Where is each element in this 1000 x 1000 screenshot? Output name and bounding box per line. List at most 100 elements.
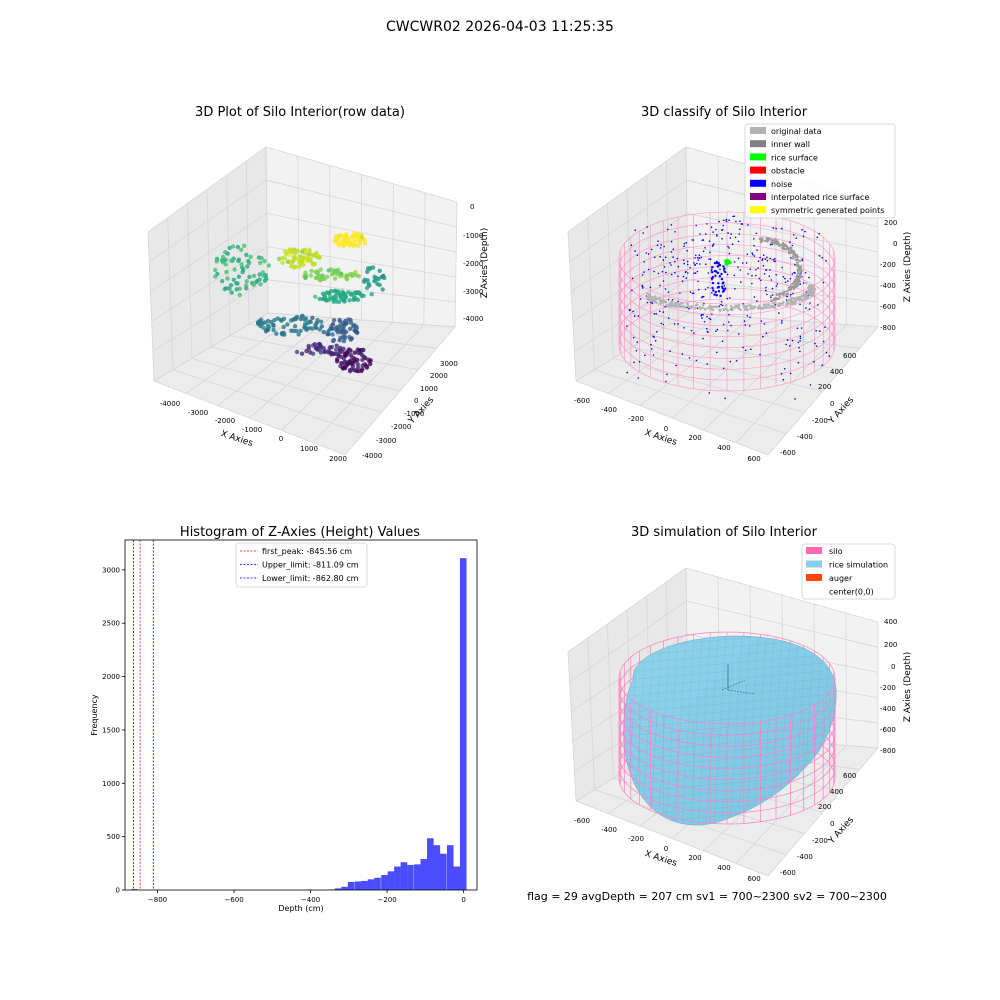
noise-point (664, 288, 667, 290)
original-data-point (646, 292, 649, 295)
noise-point (712, 289, 715, 292)
raw-data-point (290, 259, 295, 264)
histogram-bar (334, 888, 342, 890)
raw-data-point (336, 243, 342, 248)
raw-data-point (357, 291, 362, 296)
raw-data-point (260, 270, 266, 275)
noise-point (741, 262, 744, 264)
raw-data-point (321, 346, 326, 351)
noise-point (691, 239, 693, 241)
original-data-point (734, 304, 738, 308)
noise-point (748, 325, 751, 327)
raw-point-cloud (213, 231, 387, 374)
original-data-point (742, 304, 745, 307)
grid-line (587, 217, 596, 370)
raw-data-point (350, 361, 355, 366)
raw-data-point (315, 318, 320, 323)
simulation-y-ticks: -600 -400 -200 0 200 400 600 (780, 772, 856, 877)
noise-point (697, 280, 699, 283)
noise-point (799, 337, 802, 340)
noise-point (711, 313, 713, 315)
noise-point (784, 277, 786, 280)
original-data-point (751, 307, 755, 310)
noise-point (824, 326, 826, 329)
raw-data-point (303, 270, 308, 275)
rice-mesh-line (625, 749, 837, 769)
original-data-point (758, 237, 761, 240)
classify-legend: original data inner wall rice surface obsta… (744, 123, 896, 219)
noise-point (721, 287, 724, 290)
noise-point (804, 230, 806, 233)
noise-point (721, 340, 724, 343)
rice-mesh-line (729, 636, 743, 826)
noise-point (670, 240, 673, 243)
noise-point (721, 237, 723, 240)
noise-point (654, 340, 657, 342)
noise-point (801, 228, 803, 231)
raw-data-point (334, 347, 339, 352)
original-data-point (797, 266, 801, 269)
rice-simulation-surface (623, 635, 837, 826)
noise-point (822, 340, 825, 343)
noise-point (637, 377, 640, 379)
noise-point (746, 253, 749, 256)
classify-legend-label: original data (771, 127, 822, 136)
noise-point (801, 259, 804, 262)
raw-data-point (345, 239, 350, 245)
noise-point (709, 318, 712, 321)
histogram-y-tick-label: 2000 (102, 673, 120, 681)
noise-point (766, 293, 768, 296)
raw-data-point (362, 277, 368, 282)
rice-mesh-line (625, 701, 837, 721)
raw-data-point (331, 351, 336, 357)
noise-point (775, 274, 777, 276)
original-data-point (767, 303, 770, 306)
noise-point (727, 245, 729, 248)
noise-point (763, 273, 766, 275)
grid-line (153, 312, 269, 382)
noise-point (790, 257, 792, 259)
noise-point (753, 238, 755, 240)
simulation-x-tick: -400 (601, 826, 617, 834)
raw-data-point (356, 369, 361, 374)
classify-legend-swatch (750, 193, 766, 200)
original-data-point (691, 304, 694, 308)
noise-point (819, 330, 821, 332)
original-data-point (784, 248, 787, 251)
noise-point (727, 329, 729, 332)
histogram-y-ticks: 0 500 1000 1500 2000 2500 3000 (102, 566, 125, 895)
noise-point (637, 315, 640, 317)
original-data-point (668, 304, 672, 308)
raw-data-point (322, 276, 327, 282)
raw-data-point (329, 345, 334, 350)
noise-point (703, 321, 706, 323)
original-data-point (778, 304, 781, 307)
raw-left-pane (148, 147, 268, 381)
noise-point (776, 283, 779, 285)
raw-data-point (364, 285, 370, 291)
classify-legend-label: noise (771, 180, 792, 189)
histogram-x-tick-label: −600 (224, 896, 243, 904)
noise-point (707, 331, 709, 333)
raw-data-point (310, 252, 316, 258)
classify-legend-label: interpolated rice surface (771, 193, 869, 202)
simulation-x-axis-label: X Axies (643, 849, 678, 869)
noise-point (705, 263, 707, 266)
noise-point (641, 287, 644, 289)
noise-point (725, 218, 727, 221)
noise-point (728, 313, 730, 316)
noise-point (772, 227, 775, 229)
noise-point (729, 237, 732, 239)
raw-data-point (322, 293, 327, 298)
noise-point (813, 360, 815, 363)
original-data-point (765, 306, 768, 309)
raw-data-point (262, 259, 267, 264)
classify-x-tick: 400 (717, 444, 730, 452)
original-data-point (783, 290, 786, 293)
noise-point (697, 257, 699, 259)
original-data-point (730, 306, 734, 310)
simulation-legend-swatch (806, 574, 822, 581)
raw-data-point (298, 254, 303, 259)
classify-z-ticks: 200 0 -200 -400 -600 -800 (880, 219, 897, 332)
raw-data-point (341, 338, 347, 344)
